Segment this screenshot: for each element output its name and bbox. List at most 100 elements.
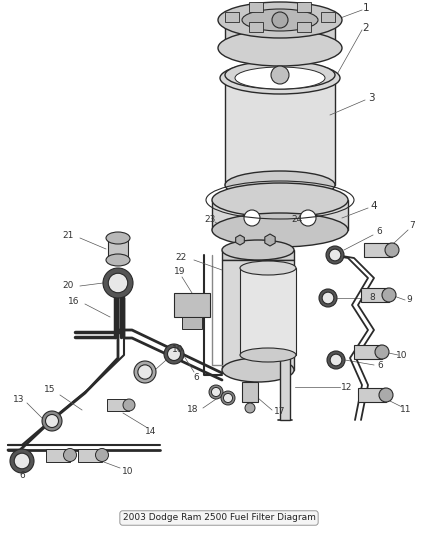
Bar	[78, 448, 102, 462]
Circle shape	[223, 393, 233, 402]
Bar	[280, 355, 290, 420]
Text: 9: 9	[406, 295, 412, 304]
Circle shape	[382, 288, 396, 302]
Text: 4: 4	[371, 201, 377, 211]
Circle shape	[329, 249, 341, 261]
Circle shape	[14, 453, 30, 469]
Bar	[321, 12, 335, 22]
Circle shape	[322, 292, 334, 304]
Bar	[107, 399, 129, 411]
Text: 21: 21	[63, 231, 74, 240]
Bar	[174, 293, 210, 317]
Circle shape	[10, 449, 34, 473]
Circle shape	[385, 243, 399, 257]
Bar	[354, 345, 382, 359]
Text: 24: 24	[291, 215, 303, 224]
Ellipse shape	[242, 9, 318, 31]
Circle shape	[123, 399, 135, 411]
Bar	[46, 448, 70, 462]
Bar	[242, 382, 258, 402]
Bar	[222, 250, 294, 260]
Circle shape	[327, 351, 345, 369]
Ellipse shape	[235, 67, 325, 89]
Circle shape	[95, 448, 109, 462]
Circle shape	[134, 361, 156, 383]
Text: 6: 6	[377, 360, 383, 369]
Bar	[182, 317, 202, 329]
Bar	[297, 2, 311, 12]
Text: 2003 Dodge Ram 2500 Fuel Filter Diagram: 2003 Dodge Ram 2500 Fuel Filter Diagram	[123, 513, 315, 522]
Text: 16: 16	[67, 297, 79, 306]
Bar	[212, 200, 348, 230]
Circle shape	[221, 391, 235, 405]
Text: 11: 11	[400, 405, 412, 414]
Ellipse shape	[240, 348, 296, 362]
Circle shape	[244, 210, 260, 226]
Text: 6: 6	[19, 472, 25, 481]
Text: 7: 7	[409, 222, 415, 230]
Text: 3: 3	[367, 93, 374, 103]
Text: 10: 10	[396, 351, 408, 359]
Ellipse shape	[218, 30, 342, 66]
Text: 23: 23	[204, 215, 215, 224]
Circle shape	[138, 365, 152, 379]
Circle shape	[103, 268, 133, 298]
Text: 1: 1	[363, 3, 369, 13]
Circle shape	[379, 388, 393, 402]
Bar	[225, 20, 335, 48]
Text: 2: 2	[363, 23, 369, 33]
Text: 10: 10	[122, 466, 134, 475]
Bar	[222, 260, 294, 370]
Circle shape	[375, 345, 389, 359]
Ellipse shape	[220, 62, 340, 94]
Circle shape	[212, 387, 221, 397]
Text: 14: 14	[145, 426, 157, 435]
Bar	[249, 2, 263, 12]
Ellipse shape	[106, 254, 130, 266]
Text: 19: 19	[174, 266, 186, 276]
Text: 22: 22	[176, 254, 187, 262]
Ellipse shape	[106, 232, 130, 244]
Circle shape	[326, 246, 344, 264]
Ellipse shape	[218, 2, 342, 38]
Polygon shape	[265, 234, 275, 246]
Circle shape	[164, 344, 184, 364]
Ellipse shape	[212, 183, 348, 217]
Text: 10: 10	[172, 345, 184, 354]
Ellipse shape	[240, 261, 296, 275]
Ellipse shape	[212, 213, 348, 247]
Bar	[358, 388, 386, 402]
Circle shape	[42, 411, 62, 431]
Bar	[225, 75, 335, 185]
Circle shape	[271, 66, 289, 84]
Bar	[361, 288, 389, 302]
Ellipse shape	[222, 358, 294, 382]
Text: 17: 17	[274, 408, 286, 416]
Bar	[297, 22, 311, 33]
Ellipse shape	[225, 171, 335, 199]
Circle shape	[167, 348, 180, 360]
Text: 20: 20	[63, 281, 74, 290]
Circle shape	[330, 354, 342, 366]
Text: 13: 13	[13, 394, 24, 403]
Text: 18: 18	[187, 406, 198, 415]
Polygon shape	[236, 235, 244, 245]
Circle shape	[319, 289, 337, 307]
Circle shape	[64, 448, 77, 462]
Circle shape	[272, 12, 288, 28]
Text: 8: 8	[369, 294, 375, 303]
Bar	[364, 243, 392, 257]
Text: 6: 6	[193, 374, 199, 383]
Bar	[108, 238, 128, 260]
Ellipse shape	[222, 240, 294, 260]
Circle shape	[245, 403, 255, 413]
Circle shape	[108, 273, 128, 293]
Text: 15: 15	[43, 385, 55, 394]
Text: 6: 6	[376, 228, 382, 237]
Circle shape	[300, 210, 316, 226]
Circle shape	[46, 415, 59, 427]
Circle shape	[209, 385, 223, 399]
Bar	[225, 12, 239, 22]
Ellipse shape	[225, 61, 335, 89]
Bar	[240, 268, 296, 355]
